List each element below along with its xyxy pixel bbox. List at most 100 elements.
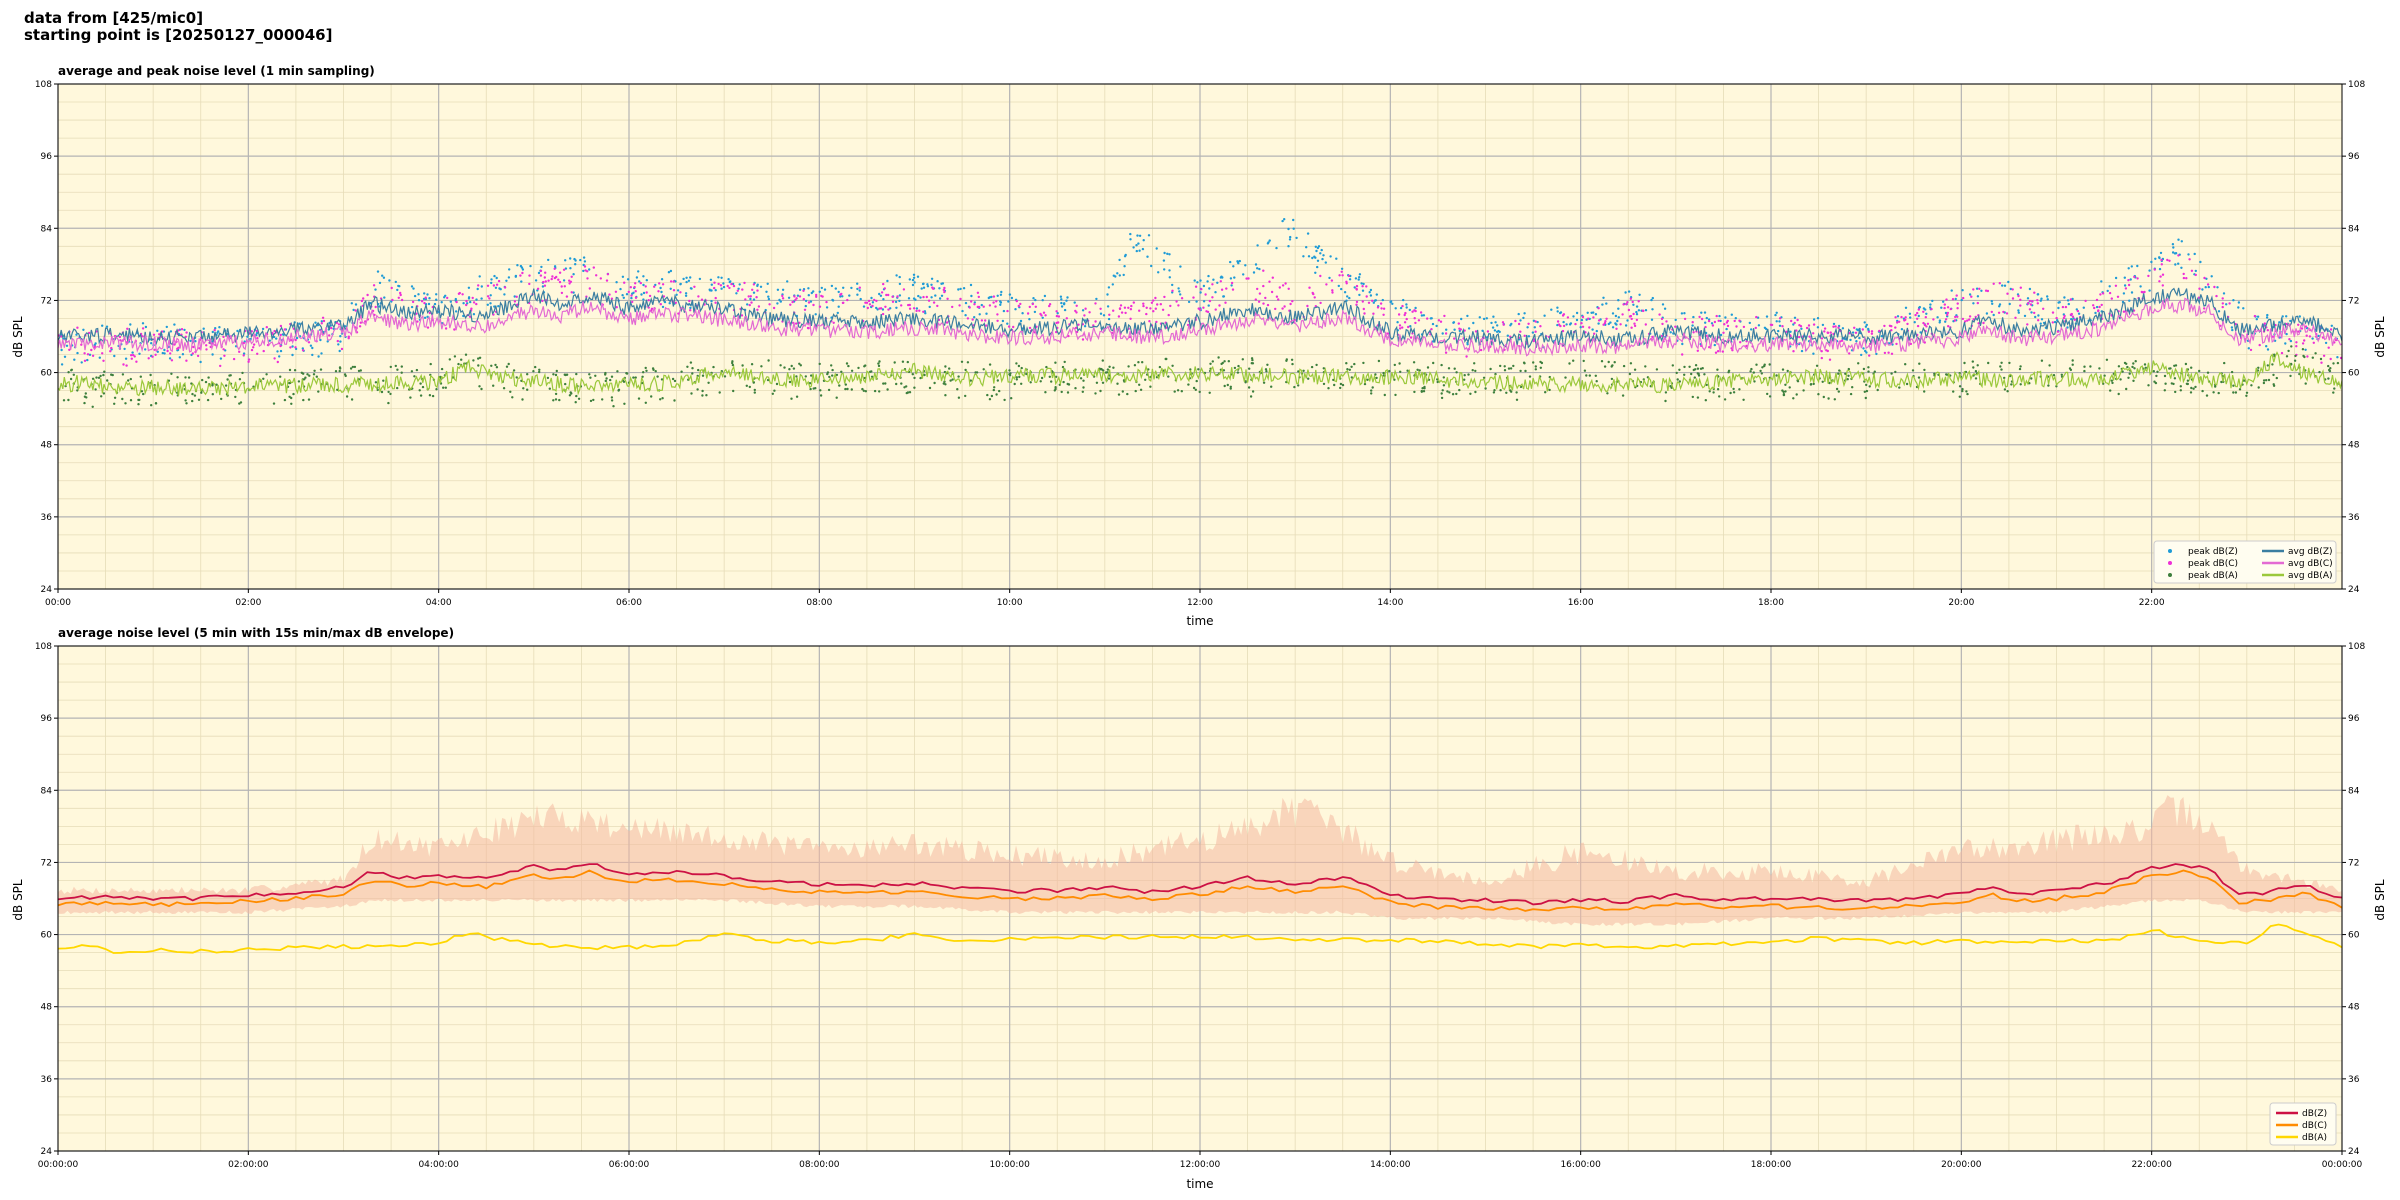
data-point <box>68 348 71 351</box>
plot-frame <box>57 645 2343 1152</box>
data-point <box>691 372 694 375</box>
data-point <box>2097 309 2100 313</box>
data-point <box>1536 320 1539 324</box>
data-point <box>1139 388 1143 391</box>
data-point <box>1162 259 1166 262</box>
data-point <box>2108 291 2112 295</box>
data-point <box>1371 299 1374 302</box>
data-point <box>911 278 915 282</box>
data-point <box>1792 397 1795 400</box>
data-point <box>1562 324 1566 328</box>
data-point <box>1711 324 1715 327</box>
data-point <box>1775 374 1778 377</box>
data-point <box>819 394 823 397</box>
ytick-label: 96 <box>41 152 53 162</box>
data-point <box>2048 364 2051 367</box>
data-point <box>1519 330 1522 333</box>
data-point <box>1355 300 1359 304</box>
data-point <box>1784 390 1787 393</box>
data-point <box>2159 251 2163 255</box>
data-point <box>1485 317 1489 320</box>
data-point <box>962 287 966 290</box>
data-point <box>1517 322 1521 326</box>
data-point <box>787 296 791 299</box>
data-point <box>2262 381 2266 385</box>
data-point <box>2265 379 2268 382</box>
xtick-label: 20:00 <box>1948 598 1974 608</box>
data-point <box>300 371 303 374</box>
data-point <box>2036 299 2039 302</box>
data-point <box>1106 305 1110 308</box>
data-point <box>850 388 853 391</box>
data-point <box>2077 312 2081 315</box>
data-point <box>1865 323 1869 327</box>
data-point <box>534 279 538 282</box>
data-point <box>949 379 952 382</box>
xtick-label: 12:00:00 <box>1180 1160 1221 1170</box>
data-point <box>1007 300 1010 303</box>
data-point <box>426 293 429 296</box>
data-point <box>1354 277 1358 280</box>
data-point <box>568 282 571 285</box>
data-point <box>138 352 141 355</box>
data-point <box>1725 327 1728 331</box>
data-point <box>130 354 133 357</box>
data-point <box>1909 316 1912 319</box>
data-point <box>896 295 899 298</box>
plot-frame <box>57 83 2343 590</box>
data-point <box>902 288 906 291</box>
data-point <box>1341 383 1345 387</box>
data-point <box>1008 374 1012 377</box>
data-point <box>140 390 144 393</box>
data-point <box>1680 312 1684 315</box>
data-point <box>1544 391 1547 394</box>
data-point <box>1974 370 1978 373</box>
data-point <box>1900 328 1904 331</box>
data-point <box>755 296 758 299</box>
data-point <box>102 359 105 362</box>
data-point <box>990 394 994 398</box>
data-point <box>1594 313 1598 316</box>
data-point <box>1256 267 1259 270</box>
data-point <box>572 273 575 276</box>
data-point <box>1124 311 1127 315</box>
data-point <box>1335 257 1338 260</box>
data-point <box>1534 365 1538 368</box>
data-point <box>869 370 872 373</box>
data-point <box>238 378 242 381</box>
data-point <box>818 305 822 308</box>
data-point <box>102 392 106 395</box>
data-point <box>252 346 255 349</box>
data-point <box>1432 361 1435 365</box>
data-point <box>1180 390 1184 393</box>
data-point <box>1903 319 1906 322</box>
data-point <box>320 320 323 323</box>
data-point <box>966 317 970 320</box>
data-point <box>731 363 735 367</box>
data-point <box>1302 255 1305 258</box>
data-point <box>431 394 435 398</box>
data-point <box>1827 397 1830 400</box>
data-point <box>631 300 634 304</box>
data-point <box>391 298 394 302</box>
data-point <box>2207 285 2210 289</box>
data-point <box>679 283 682 286</box>
data-point <box>837 290 840 294</box>
data-point <box>642 371 645 374</box>
data-point <box>256 337 259 340</box>
data-point <box>1042 311 1046 314</box>
data-point <box>139 375 142 378</box>
data-point <box>2003 284 2007 287</box>
data-point <box>823 288 827 291</box>
data-point <box>2143 363 2147 366</box>
data-point <box>1206 310 1210 314</box>
data-point <box>1445 328 1448 331</box>
data-point <box>378 281 382 285</box>
data-point <box>2194 273 2197 277</box>
data-point <box>472 301 476 304</box>
data-point <box>1690 372 1693 376</box>
data-point <box>1929 303 1932 306</box>
data-point <box>1112 309 1115 312</box>
data-point <box>731 361 734 365</box>
data-point <box>1674 325 1677 328</box>
